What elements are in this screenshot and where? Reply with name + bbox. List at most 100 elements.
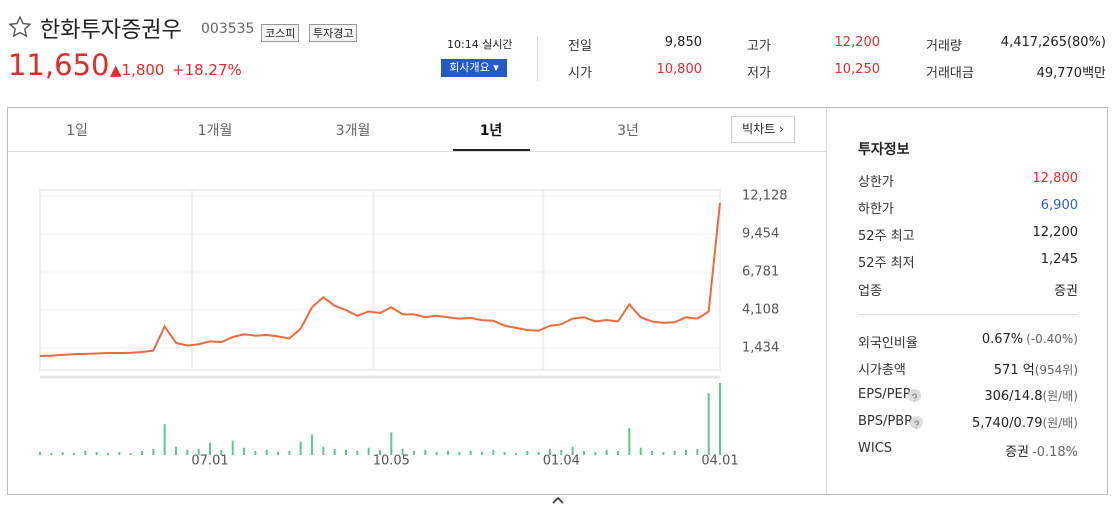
company-button[interactable]: 회사개요 ▾: [441, 59, 507, 77]
divider: [826, 108, 827, 494]
collapse-chevron[interactable]: [550, 494, 566, 506]
chart-box: [7, 107, 1108, 495]
x-tick-label: 07.01: [191, 454, 228, 469]
volume-bar: [50, 452, 53, 455]
info-label: 52주 최저: [858, 256, 915, 271]
price: 11,650: [8, 48, 110, 82]
volume-bar: [458, 451, 461, 455]
info-value: 6,900: [1041, 198, 1078, 213]
info-value-main: 증권: [1054, 284, 1078, 299]
info-value: 12,200: [1033, 225, 1079, 240]
help-icon: [910, 416, 923, 429]
volume-bar: [39, 451, 41, 455]
volume-bar: [526, 450, 529, 455]
volume-bar: [175, 446, 177, 455]
volume-bar: [617, 450, 619, 455]
info-value: 0.67% (-0.40%): [982, 332, 1078, 347]
divider: [537, 36, 538, 81]
info-value-extra: -0.18%: [1032, 445, 1078, 460]
tab-underline: [453, 149, 530, 151]
y-tick-label: 1,434: [742, 341, 779, 356]
divider: [858, 314, 1078, 315]
volume-bar: [673, 450, 676, 455]
volume-bar: [197, 448, 200, 455]
volume-bar: [209, 442, 211, 455]
plot-frame: [39, 189, 721, 371]
tab[interactable]: 3개월: [335, 123, 371, 139]
volume-bar: [481, 451, 483, 455]
info-value-main: 571 억: [993, 363, 1035, 378]
volume-bar: [254, 450, 257, 455]
volume-bar: [424, 449, 427, 455]
tab[interactable]: 3년: [617, 123, 639, 139]
volume-bar: [515, 452, 517, 455]
quote-value: 12,200: [834, 35, 881, 50]
info-value: 571 억(954위): [994, 359, 1078, 378]
volume-bar: [231, 440, 234, 455]
info-label: BPS/PBR: [858, 414, 914, 429]
volume-bar: [129, 452, 132, 455]
tab-bar: [8, 108, 826, 152]
tab[interactable]: 1개월: [197, 123, 233, 139]
info-value: 306/14.8(원/배): [984, 387, 1078, 404]
volume-bar: [492, 449, 495, 455]
info-label: 하한가: [858, 202, 894, 217]
x-tick-label: 04.01: [701, 454, 738, 469]
volume-bar: [186, 449, 189, 455]
info-value: 12,800: [1033, 171, 1079, 186]
quote-value: 49,770백만: [1036, 66, 1106, 81]
quote-value: 10,800: [656, 62, 703, 77]
button-label: 빅차트: [742, 122, 776, 136]
help-glyph: [914, 420, 919, 429]
info-value-extra: (원/배): [1042, 416, 1079, 430]
x-tick-label: 10.05: [373, 454, 410, 469]
volume-bar: [367, 447, 370, 455]
volume-bar: [84, 450, 87, 455]
y-tick-label: 4,108: [742, 303, 779, 318]
volume-bar: [61, 451, 64, 455]
volume-bar: [662, 451, 665, 455]
volume-bar: [447, 450, 449, 455]
quote-value: 10,250: [834, 62, 881, 77]
volume-bar: [537, 451, 540, 455]
volume-bar: [707, 393, 710, 455]
volume-bar: [356, 450, 359, 455]
info-title: 투자정보: [858, 142, 910, 158]
favorite-star[interactable]: [8, 15, 32, 39]
info-value-main: 5,740/0.79: [971, 416, 1043, 431]
info-label: 시가총액: [858, 363, 906, 378]
badge: 코스피: [261, 24, 300, 42]
change-rate: +18.27%: [172, 61, 242, 79]
quote-value: 4,417,265(80%): [1000, 35, 1106, 50]
info-value-main: 12,200: [1032, 225, 1079, 240]
tab[interactable]: 1일: [66, 123, 88, 139]
volume-bar: [311, 434, 313, 455]
info-label: EPS/PER: [858, 387, 912, 402]
badge: 투자경고: [309, 24, 358, 42]
volume-bar: [560, 449, 563, 455]
volume-bar: [571, 446, 574, 455]
tab[interactable]: 1년: [479, 123, 503, 139]
help-icon: [908, 389, 921, 402]
stock-name: 한화투자증권우: [40, 18, 182, 43]
volume-bar: [322, 446, 325, 455]
volume-bar: [651, 450, 653, 455]
info-value-extra: (원/배): [1042, 389, 1079, 403]
y-tick-label: 6,781: [742, 265, 779, 280]
volume-bar: [696, 448, 699, 455]
info-label: 52주 최고: [858, 229, 915, 244]
quote-value: 9,850: [664, 35, 702, 50]
info-value-extra: (-0.40%): [1026, 332, 1078, 346]
volume-bar: [220, 449, 223, 455]
volume-bar: [685, 449, 687, 455]
volume-bar: [345, 449, 347, 455]
info-value-main: 12,800: [1032, 171, 1079, 186]
volume-bar: [639, 447, 642, 455]
big-chart-button[interactable]: 빅차트 ›: [731, 116, 795, 143]
info-value-extra: (954위): [1034, 363, 1078, 377]
quote-label: 시가: [568, 66, 592, 81]
price-line: [39, 202, 721, 358]
button-label: 회사개요: [449, 61, 490, 74]
info-value-main: 6,900: [1040, 198, 1078, 213]
